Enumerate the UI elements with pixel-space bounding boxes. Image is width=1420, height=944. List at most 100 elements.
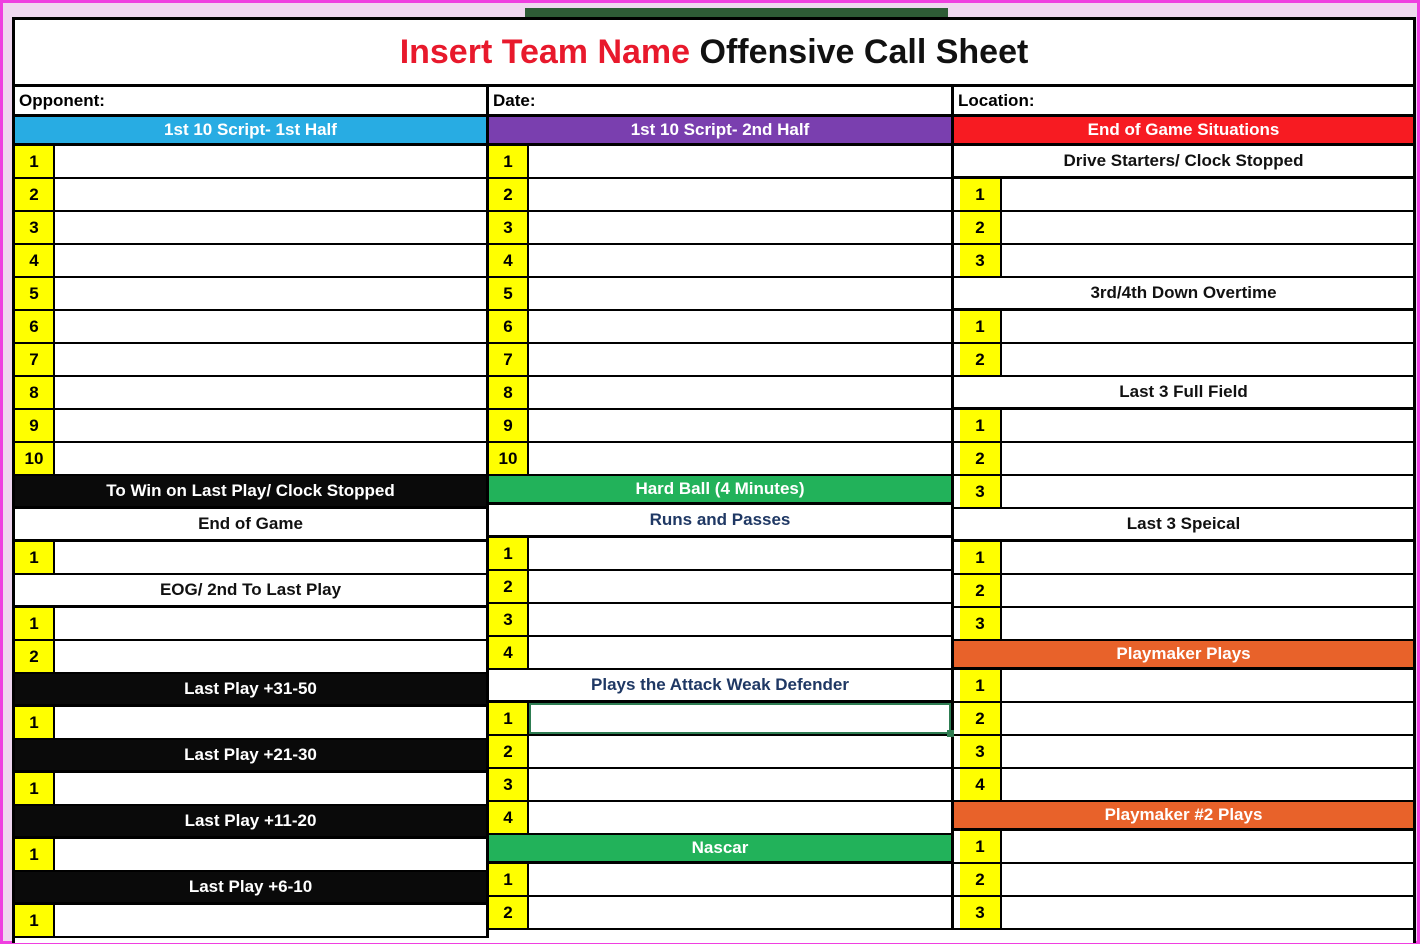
play-index: 2 <box>489 179 529 210</box>
column-right: End of Game Situations Drive Starters/ C… <box>954 117 1413 930</box>
play-call-input[interactable] <box>529 146 951 177</box>
play-call-input[interactable] <box>55 443 486 474</box>
play-call-input[interactable] <box>529 897 951 928</box>
play-index: 2 <box>15 179 55 210</box>
play-call-input[interactable] <box>529 311 951 342</box>
play-call-input[interactable] <box>1002 344 1413 375</box>
date-field[interactable]: Date: <box>489 87 954 114</box>
play-index: 3 <box>15 212 55 243</box>
play-index: 4 <box>960 769 1002 800</box>
column-middle: 1st 10 Script- 2nd Half 1 2 3 4 5 6 7 8 9 10 Hard… <box>489 117 954 930</box>
play-entry-row: 9 <box>489 410 951 443</box>
play-call-input[interactable] <box>529 769 951 800</box>
section-header: Drive Starters/ Clock Stopped <box>954 146 1413 179</box>
play-call-input[interactable] <box>529 736 951 767</box>
column-left: 1st 10 Script- 1st Half 1 2 3 4 5 6 7 8 9 10 To W… <box>15 117 489 938</box>
play-call-input[interactable] <box>529 571 951 602</box>
play-call-input[interactable] <box>1002 410 1413 441</box>
play-entry-row: 1 <box>954 410 1413 443</box>
play-call-input[interactable] <box>529 443 951 474</box>
play-call-input[interactable] <box>55 773 486 804</box>
play-call-input[interactable] <box>1002 476 1413 507</box>
play-entry-row: 2 <box>15 179 486 212</box>
play-call-input[interactable] <box>55 410 486 441</box>
play-call-input[interactable] <box>55 839 486 870</box>
play-call-input[interactable] <box>55 542 486 573</box>
fill-handle[interactable] <box>947 730 954 737</box>
play-index: 2 <box>960 864 1002 895</box>
play-call-input[interactable] <box>1002 897 1413 928</box>
play-call-input[interactable] <box>529 212 951 243</box>
play-call-input[interactable] <box>1002 831 1413 862</box>
play-entry-row: 3 <box>954 897 1413 930</box>
play-call-input[interactable] <box>529 604 951 635</box>
play-call-input[interactable] <box>1002 736 1413 767</box>
play-entry-row: 3 <box>489 604 951 637</box>
play-call-input[interactable] <box>1002 311 1413 342</box>
play-call-input[interactable] <box>55 641 486 672</box>
play-entry-row: 2 <box>954 443 1413 476</box>
play-entry-row: 8 <box>489 377 951 410</box>
play-call-input[interactable] <box>55 278 486 309</box>
play-call-input[interactable] <box>529 377 951 408</box>
play-entry-row: 1 <box>15 146 486 179</box>
date-label: Date: <box>493 90 536 110</box>
play-call-input[interactable] <box>1002 864 1413 895</box>
play-call-input[interactable] <box>55 608 486 639</box>
play-call-input[interactable] <box>1002 703 1413 734</box>
play-entry-row: 5 <box>15 278 486 311</box>
column-right-header: End of Game Situations <box>954 117 1413 146</box>
play-call-input[interactable] <box>529 410 951 441</box>
play-call-input[interactable] <box>529 245 951 276</box>
play-entry-row: 1 <box>954 831 1413 864</box>
play-call-input[interactable] <box>529 179 951 210</box>
section-header: Last 3 Full Field <box>954 377 1413 410</box>
play-index: 3 <box>960 476 1002 507</box>
play-entry-row: 1 <box>15 839 486 872</box>
play-index: 3 <box>489 212 529 243</box>
play-call-input[interactable] <box>529 278 951 309</box>
play-call-input[interactable] <box>1002 575 1413 606</box>
play-call-input[interactable] <box>55 179 486 210</box>
play-call-input[interactable] <box>529 344 951 375</box>
team-name-placeholder[interactable]: Insert Team Name <box>399 32 691 71</box>
play-call-input[interactable] <box>55 245 486 276</box>
play-call-input[interactable] <box>55 311 486 342</box>
play-entry-row: 4 <box>15 245 486 278</box>
play-call-input[interactable] <box>1002 608 1413 639</box>
play-call-input[interactable] <box>1002 769 1413 800</box>
play-index: 1 <box>960 179 1002 210</box>
play-call-input[interactable] <box>529 538 951 569</box>
play-call-input[interactable] <box>1002 670 1413 701</box>
middle-script-list: 1 2 3 4 5 6 7 8 9 10 <box>489 146 951 476</box>
play-call-input[interactable] <box>529 637 951 668</box>
play-entry-row: 3 <box>489 769 951 802</box>
play-call-input[interactable] <box>1002 542 1413 573</box>
play-entry-row: 6 <box>489 311 951 344</box>
play-call-input[interactable] <box>1002 179 1413 210</box>
location-field[interactable]: Location: <box>954 87 1413 114</box>
play-entry-row: 1 <box>954 311 1413 344</box>
column-middle-header: 1st 10 Script- 2nd Half <box>489 117 951 146</box>
play-call-input[interactable] <box>55 212 486 243</box>
play-call-input[interactable] <box>1002 443 1413 474</box>
play-index: 2 <box>489 897 529 928</box>
play-call-input[interactable] <box>529 864 951 895</box>
opponent-field[interactable]: Opponent: <box>15 87 489 114</box>
play-index: 2 <box>960 703 1002 734</box>
left-script-list: 1 2 3 4 5 6 7 8 9 10 <box>15 146 486 476</box>
play-call-input[interactable] <box>55 377 486 408</box>
play-call-input[interactable] <box>55 344 486 375</box>
play-call-input[interactable] <box>529 703 954 737</box>
play-call-input[interactable] <box>55 707 486 738</box>
play-index: 1 <box>960 831 1002 862</box>
play-call-input[interactable] <box>55 146 486 177</box>
play-call-input[interactable] <box>529 802 951 833</box>
play-call-input[interactable] <box>55 905 486 936</box>
play-index: 9 <box>489 410 529 441</box>
play-index: 1 <box>15 608 55 639</box>
play-entry-row: 10 <box>489 443 951 476</box>
play-call-input[interactable] <box>1002 212 1413 243</box>
play-call-input[interactable] <box>1002 245 1413 276</box>
play-index: 3 <box>489 769 529 800</box>
